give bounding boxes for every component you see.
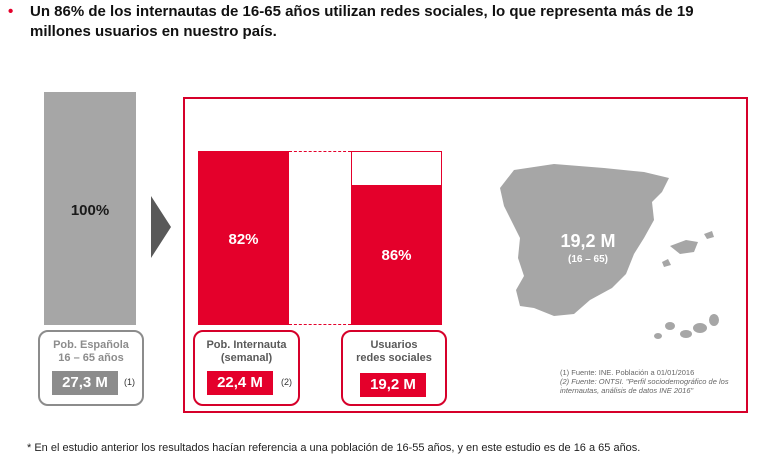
bar-label-spanish: 100% [70,202,110,219]
arrow-right-icon [151,196,171,258]
box-title-line1: Usuarios [370,339,418,351]
bar-social-users [351,185,442,325]
connector-bottom [289,324,351,325]
box-title-line1: Pob. Española [53,339,129,351]
bar-label-social: 86% [381,247,412,264]
connector-top [289,151,351,152]
headline-text: Un 86% de los internautas de 16-65 años … [30,3,694,40]
map-age-range: (16 – 65) [567,254,609,265]
internet-frame [183,97,748,413]
footnote: * En el estudio anterior los resultados … [27,442,641,454]
box-title-line2: redes sociales [356,352,432,364]
spain-map-icon [500,164,719,339]
map-value: 19,2 M [560,231,616,251]
source-ontsi: (2) Fuente: ONTSI. "Perfil sociodemográf… [560,377,729,395]
value-spanish: 27,3 M [52,371,118,395]
box-title-line2: 16 – 65 años [58,352,124,364]
box-title-line1: Pob. Internauta [206,339,287,351]
headline: • Un 86% de los internautas de 16-65 año… [8,2,758,42]
box-title-line2: (semanal) [220,352,273,364]
note-1: (1) [124,377,135,387]
note-2: (2) [281,377,292,387]
value-social: 19,2 M [360,373,426,397]
bar-spanish-population [44,92,136,325]
bar-internet-population [198,151,289,325]
source-ine: (1) Fuente: INE. Población a 01/01/2016 [560,368,695,377]
bullet-icon: • [8,3,14,20]
box-social-users: Usuarios redes sociales [341,330,447,406]
value-internet: 22,4 M [207,371,273,395]
sources: (1) Fuente: INE. Población a 01/01/2016 … [560,368,745,395]
bar-label-internet: 82% [228,231,259,248]
